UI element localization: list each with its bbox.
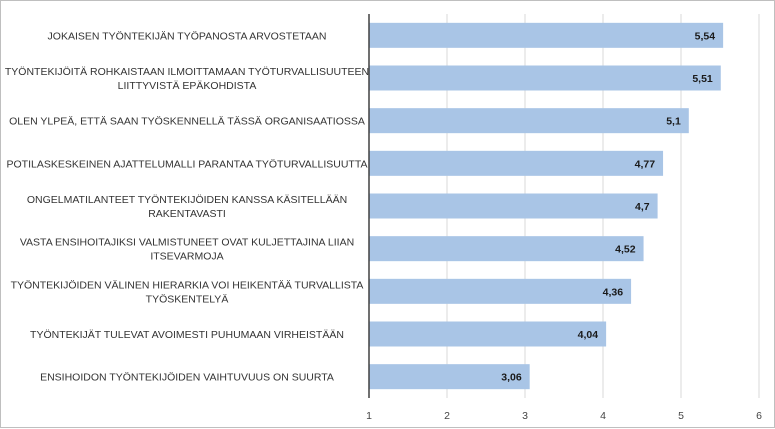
data-labels: 5,54 5,51 5,1 4,77 4,7 4,52 4,36 4,04 3,06 — [501, 30, 715, 383]
category-labels: JOKAISEN TYÖNTEKIJÄN TYÖPANOSTA ARVOSTET… — [5, 30, 369, 383]
bar — [369, 108, 689, 134]
category-label: ENSIHOIDON TYÖNTEKIJÖIDEN VAIHTUVUUS ON … — [40, 372, 334, 384]
category-label: ONGELMATILANTEET TYÖNTEKIJÖIDEN KANSSA K… — [27, 194, 347, 220]
category-label: JOKAISEN TYÖNTEKIJÄN TYÖPANOSTA ARVOSTET… — [48, 30, 327, 42]
bar — [369, 150, 664, 176]
bar — [369, 364, 530, 390]
x-tick-label: 5 — [678, 410, 684, 422]
data-label: 4,52 — [615, 244, 636, 256]
data-label: 3,06 — [501, 372, 522, 384]
data-label: 5,54 — [695, 30, 716, 42]
x-tick-label: 4 — [600, 410, 606, 422]
x-tick-labels: 1 2 3 4 5 6 — [366, 410, 762, 422]
data-label: 4,04 — [578, 329, 599, 341]
data-label: 4,7 — [635, 201, 650, 213]
data-label: 5,51 — [692, 73, 713, 85]
category-label: POTILASKESKEINEN AJATTELUMALLI PARANTAA … — [7, 158, 368, 170]
bar — [369, 321, 607, 347]
bar — [369, 193, 658, 219]
category-label: VASTA ENSIHOITAJIKSI VALMISTUNEET OVAT K… — [20, 237, 354, 263]
x-tick-label: 2 — [444, 410, 450, 422]
bar — [369, 278, 632, 304]
category-label: TYÖNTEKIJÖIDEN VÄLINEN HIERARKIA VOI HEI… — [11, 279, 364, 305]
bar — [369, 22, 724, 48]
x-tick-label: 1 — [366, 410, 372, 422]
data-label: 5,1 — [666, 116, 681, 128]
bar — [369, 65, 721, 91]
data-label: 4,36 — [603, 286, 624, 298]
data-label: 4,77 — [635, 158, 656, 170]
x-tick-label: 6 — [756, 410, 762, 422]
bars — [369, 22, 724, 390]
bar — [369, 236, 644, 262]
category-label: TYÖNTEKIJÄT TULEVAT AVOIMESTI PUHUMAAN V… — [30, 329, 344, 341]
category-label: OLEN YLPEÄ, ETTÄ SAAN TYÖSKENNELLÄ TÄSSÄ… — [9, 116, 365, 128]
category-label: TYÖNTEKIJÖITÄ ROHKAISTAAN ILMOITTAMAAN T… — [5, 66, 369, 92]
x-tick-label: 3 — [522, 410, 528, 422]
